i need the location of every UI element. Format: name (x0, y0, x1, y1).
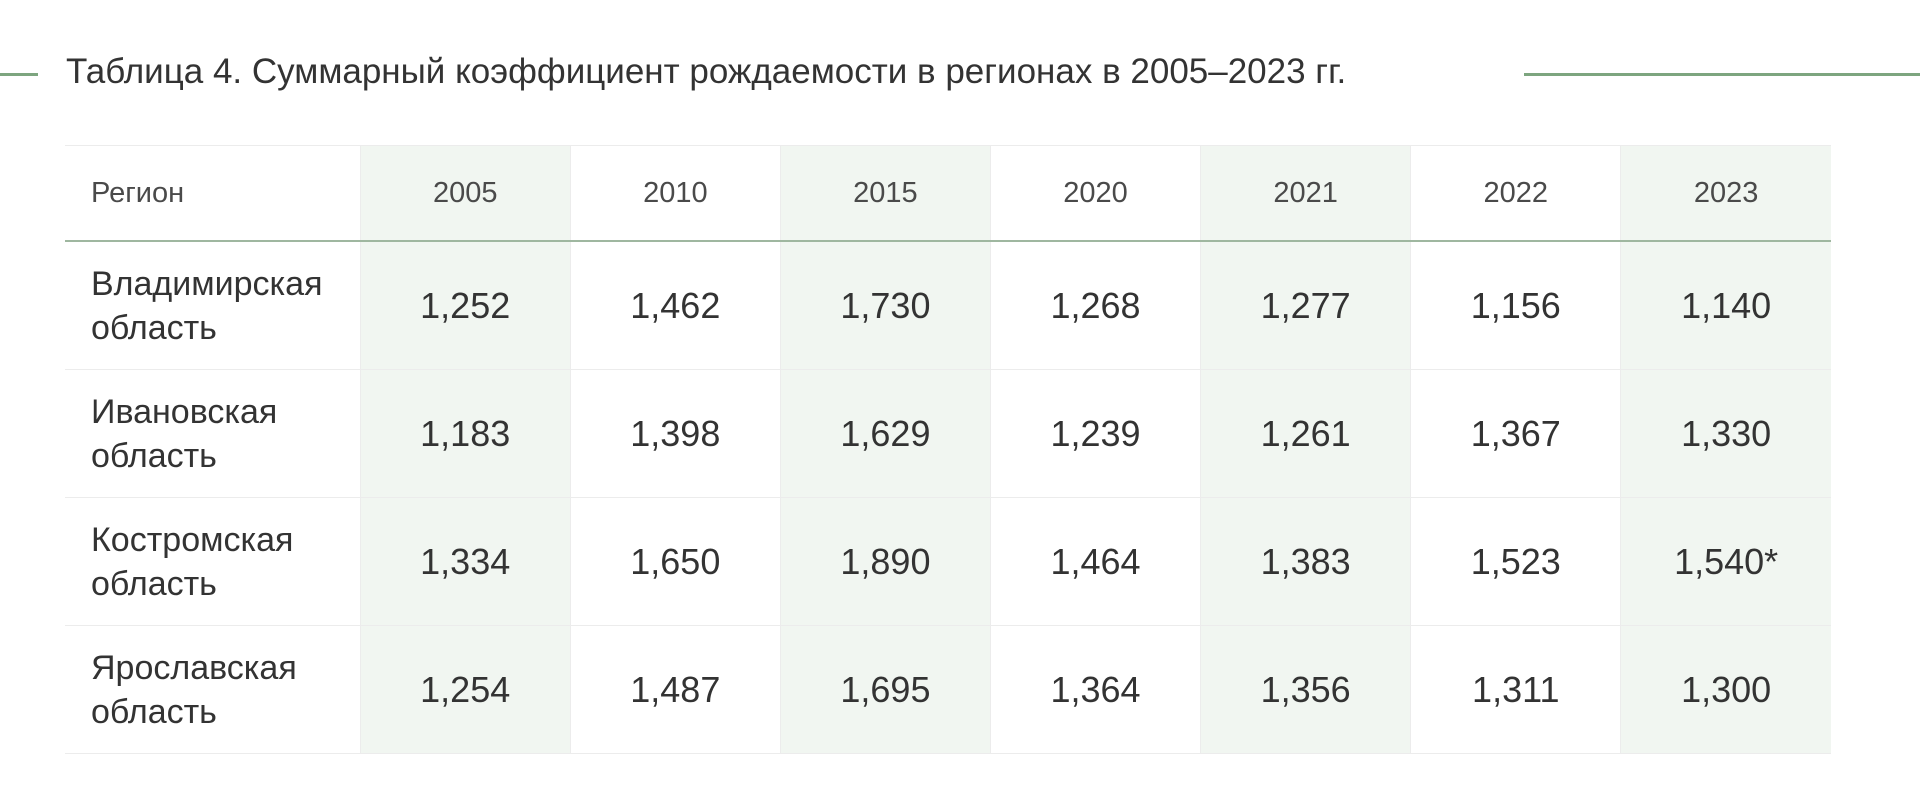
table-row: Костромская область 1,334 1,650 1,890 1,… (65, 497, 1831, 626)
value-cell: 1,183 (359, 369, 571, 498)
value-cell: 1,239 (989, 369, 1202, 498)
region-name: Костромская область (65, 497, 361, 626)
value-cell: 1,695 (779, 625, 991, 754)
value-cell: 1,367 (1410, 369, 1622, 498)
fertility-table: Регион 2005 2010 2015 2020 2021 2022 202… (65, 145, 1831, 754)
table-row: Ивановская область 1,183 1,398 1,629 1,2… (65, 369, 1831, 498)
header-region: Регион (65, 145, 361, 242)
value-cell: 1,464 (989, 497, 1202, 626)
header-year: 2023 (1620, 145, 1831, 242)
value-cell: 1,252 (359, 240, 571, 370)
value-cell: 1,523 (1410, 497, 1622, 626)
title-rule-left (0, 73, 38, 76)
value-cell: 1,311 (1410, 625, 1622, 754)
value-cell: 1,156 (1410, 240, 1622, 370)
value-cell: 1,268 (989, 240, 1202, 370)
table-header-row: Регион 2005 2010 2015 2020 2021 2022 202… (65, 145, 1831, 242)
table-title: Таблица 4. Суммарный коэффициент рождаем… (66, 52, 1347, 91)
value-cell: 1,364 (989, 625, 1202, 754)
value-cell: 1,254 (359, 625, 571, 754)
header-year: 2022 (1410, 145, 1622, 242)
header-year: 2010 (569, 145, 781, 242)
value-cell-highlighted: 1,540* (1620, 497, 1831, 626)
value-cell: 1,730 (779, 240, 991, 370)
table-row: Ярославская область 1,254 1,487 1,695 1,… (65, 625, 1831, 754)
value-cell: 1,487 (569, 625, 781, 754)
value-cell: 1,890 (779, 497, 991, 626)
region-name: Ярославская область (65, 625, 361, 754)
value-cell: 1,140 (1620, 240, 1831, 370)
value-cell: 1,330 (1620, 369, 1831, 498)
value-cell: 1,398 (569, 369, 781, 498)
header-year: 2005 (359, 145, 571, 242)
header-year: 2020 (989, 145, 1202, 242)
value-cell: 1,462 (569, 240, 781, 370)
value-cell: 1,277 (1200, 240, 1412, 370)
header-year: 2015 (779, 145, 991, 242)
value-cell: 1,334 (359, 497, 571, 626)
value-cell: 1,300 (1620, 625, 1831, 754)
title-rule-right (1524, 73, 1920, 76)
value-cell: 1,383 (1200, 497, 1412, 626)
table-row: Владимирская область 1,252 1,462 1,730 1… (65, 240, 1831, 370)
region-name: Владимирская область (65, 240, 361, 370)
header-year: 2021 (1200, 145, 1412, 242)
value-cell: 1,261 (1200, 369, 1412, 498)
region-name: Ивановская область (65, 369, 361, 498)
value-cell: 1,356 (1200, 625, 1412, 754)
value-cell: 1,650 (569, 497, 781, 626)
value-cell: 1,629 (779, 369, 991, 498)
